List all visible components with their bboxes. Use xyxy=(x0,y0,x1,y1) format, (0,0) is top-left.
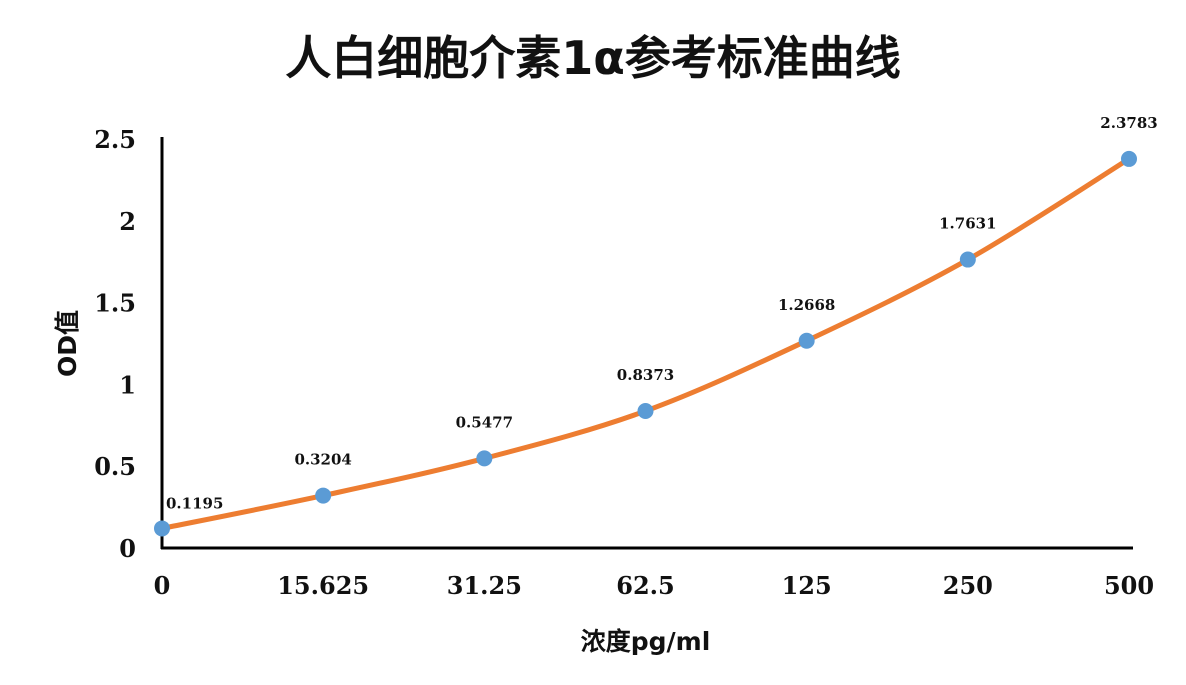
y-tick-label: 0.5 xyxy=(94,452,136,481)
x-tick-label: 0 xyxy=(154,571,171,600)
x-tick-label: 62.5 xyxy=(616,571,674,600)
data-point xyxy=(154,520,170,537)
x-tick-label: 500 xyxy=(1104,571,1154,600)
x-tick-label: 15.625 xyxy=(277,571,369,600)
x-tick-labels: 0 15.625 31.25 62.5 125 250 500 xyxy=(154,571,1154,600)
x-tick-label: 250 xyxy=(943,571,993,600)
y-tick-label: 1 xyxy=(119,370,136,399)
data-point xyxy=(637,403,654,420)
data-point xyxy=(1121,150,1137,167)
data-label: 1.7631 xyxy=(939,215,996,233)
data-point xyxy=(959,251,976,268)
data-point xyxy=(476,450,493,467)
series-group xyxy=(154,150,1137,537)
y-tick-labels: 0 0.5 1 1.5 2 2.5 xyxy=(94,125,136,563)
data-labels: 0.1195 0.3204 0.5477 0.8373 1.2668 1.7631 2.37… xyxy=(166,114,1158,513)
y-tick-label: 0 xyxy=(119,534,136,563)
x-tick-label: 31.25 xyxy=(447,571,522,600)
data-point xyxy=(798,332,815,349)
x-axis-title: 浓度pg/ml xyxy=(581,627,711,656)
data-label: 0.8373 xyxy=(617,366,674,384)
y-axis-title: OD值 xyxy=(53,310,82,377)
data-label: 0.5477 xyxy=(456,413,513,431)
y-tick-label: 1.5 xyxy=(94,289,136,318)
y-tick-label: 2.5 xyxy=(94,125,136,154)
y-tick-label: 2 xyxy=(119,207,136,236)
data-label: 0.3204 xyxy=(294,451,351,469)
axes xyxy=(160,137,1133,550)
x-tick-label: 125 xyxy=(782,571,832,600)
data-point xyxy=(315,487,332,504)
data-label: 2.3783 xyxy=(1100,114,1157,132)
data-label: 0.1195 xyxy=(166,494,223,512)
chart-title: 人白细胞介素1α参考标准曲线 xyxy=(285,31,901,85)
data-label: 1.2668 xyxy=(778,296,835,314)
